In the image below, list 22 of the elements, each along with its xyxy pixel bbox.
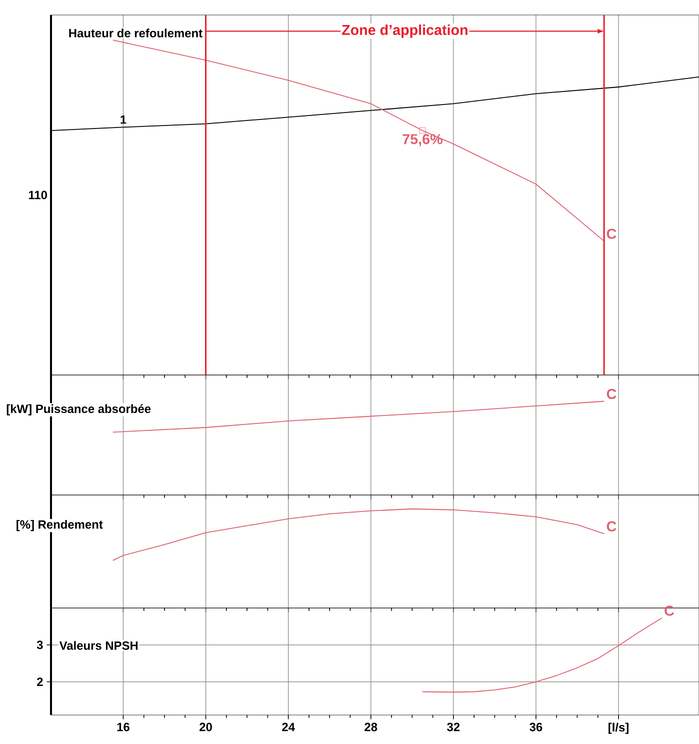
- text: [%] Rendement: [16, 520, 103, 532]
- x-tick-label: 24: [282, 722, 295, 732]
- annotation: C: [606, 228, 616, 239]
- series-label: 1: [120, 115, 126, 124]
- annotation: C: [606, 388, 616, 400]
- annotation: C: [664, 606, 674, 616]
- chart-title: Hauteur de refoulement: [68, 28, 202, 38]
- x-tick-label: 20: [199, 722, 212, 732]
- x-tick-label: 36: [529, 722, 542, 732]
- ref-line-label: Zone d’application: [342, 24, 468, 38]
- y-tick-label: 3: [36, 640, 43, 650]
- annotation: C: [606, 521, 616, 532]
- x-tick-label: 16: [117, 722, 130, 732]
- chart-title: [kW] Puissance absorbée: [6, 404, 150, 416]
- x-tick-label: 28: [364, 722, 377, 732]
- line-series: [422, 618, 662, 693]
- y-tick-label: 2: [36, 678, 43, 686]
- text: 110: [28, 190, 47, 200]
- annotation: 75,6%: [402, 134, 442, 146]
- x-tick-label: 32: [446, 722, 460, 732]
- text: Valeurs NPSH: [59, 641, 138, 650]
- x-tick-label: [l/s]: [608, 722, 628, 734]
